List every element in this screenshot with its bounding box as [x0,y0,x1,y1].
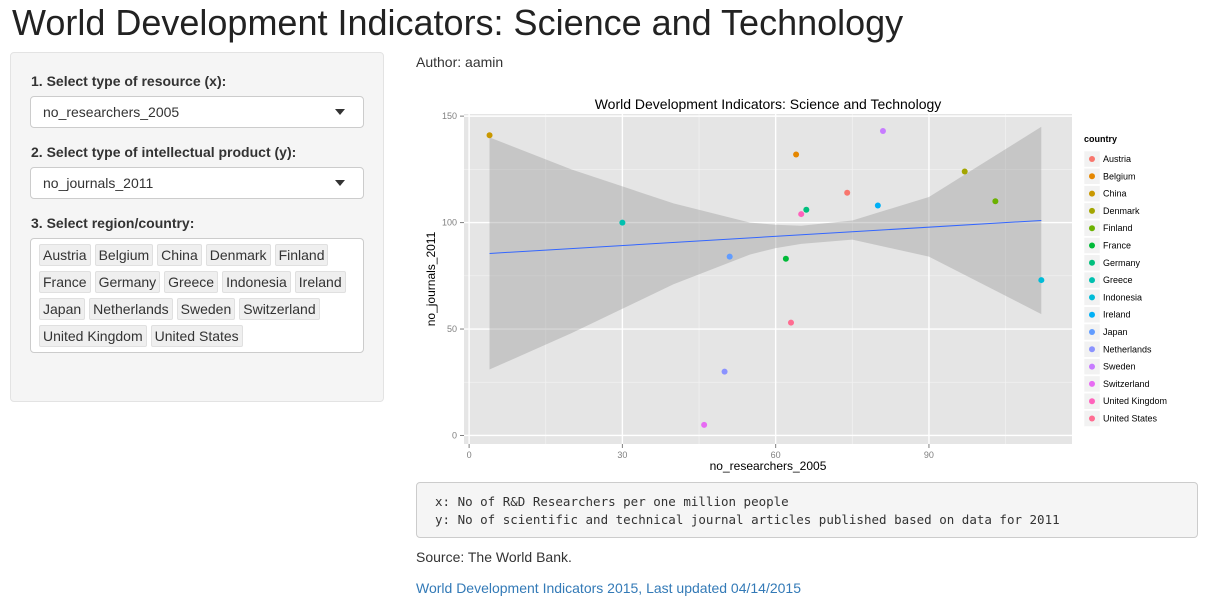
legend-marker [1089,363,1095,370]
region-select-label: 3. Select region/country: [31,215,195,231]
legend-label: Japan [1103,327,1128,337]
region-tag[interactable]: France [39,271,91,293]
legend-marker [1089,173,1095,180]
region-tag[interactable]: United Kingdom [39,325,147,347]
x-tick-label: 90 [924,450,934,460]
legend-label: France [1103,241,1131,251]
x-select[interactable]: no_researchers_2005 [30,96,364,128]
region-tag[interactable]: Netherlands [89,298,173,320]
legend-marker [1089,190,1095,197]
legend-marker [1089,346,1095,353]
legend-marker [1089,207,1095,214]
y-select-value: no_journals_2011 [43,175,154,191]
legend-marker [1089,259,1095,266]
x-tick-label: 60 [771,450,781,460]
description-box: x: No of R&D Researchers per one million… [416,482,1198,538]
data-point [1038,277,1045,284]
legend-label: Germany [1103,258,1141,268]
data-point [879,128,886,135]
x-select-value: no_researchers_2005 [43,104,180,120]
legend-label: Denmark [1103,206,1140,216]
region-tag[interactable]: China [157,244,202,266]
y-tick-label: 150 [442,111,457,121]
legend-marker [1089,156,1095,162]
legend-label: Belgium [1103,171,1136,181]
description-x: x: No of R&D Researchers per one million… [435,494,789,509]
region-tag[interactable]: United States [150,325,243,347]
legend-label: United States [1103,414,1158,424]
chart-title: World Development Indicators: Science an… [595,96,942,112]
legend-marker [1089,311,1095,318]
legend-label: Austria [1103,154,1131,164]
plot-background [464,114,1072,444]
region-tag[interactable]: Indonesia [222,271,291,293]
legend-label: United Kingdom [1103,396,1167,406]
region-tag[interactable]: Greece [164,271,219,293]
y-select-label: 2. Select type of intellectual product (… [31,144,297,160]
wdi-link[interactable]: World Development Indicators 2015, Last … [416,580,801,596]
y-tick-label: 0 [452,430,457,440]
region-tag[interactable]: Belgium [94,244,154,266]
y-axis-label: no_journals_2011 [424,231,438,326]
x-tick-label: 30 [617,450,627,460]
y-tick-label: 50 [447,324,457,334]
data-point [874,202,881,209]
legend-marker [1089,242,1095,249]
legend-label: Finland [1103,223,1133,233]
region-tag[interactable]: Japan [39,298,86,320]
data-point [721,368,728,375]
legend-label: Ireland [1103,310,1131,320]
legend-title: country [1084,134,1117,144]
legend-marker [1089,329,1095,335]
legend-marker [1089,415,1095,422]
data-point [803,206,810,213]
legend-label: Netherlands [1103,344,1152,354]
description-y: y: No of scientific and technical journa… [435,512,1060,527]
legend-label: Indonesia [1103,292,1142,302]
page-title: World Development Indicators: Science an… [12,2,904,43]
region-tag[interactable]: Sweden [176,298,236,320]
data-point [787,319,794,326]
legend-marker [1089,380,1095,387]
region-tag[interactable]: Denmark [205,244,271,266]
fit-line [489,219,1042,254]
data-point [619,219,626,226]
data-point [782,255,789,262]
legend-marker [1089,225,1095,232]
legend-marker [1089,277,1095,284]
region-tag[interactable]: Ireland [294,271,346,293]
legend-label: Greece [1103,275,1133,285]
data-point [486,132,493,139]
y-tick-label: 100 [442,218,457,228]
legend-label: China [1103,189,1127,199]
confidence-band [489,126,1042,370]
data-point [793,151,800,158]
scatter-chart: 0 30 60 90 0 50 100 150 World Development Indica… [424,96,1167,473]
x-axis-label: no_researchers_2005 [710,459,827,473]
legend-label: Sweden [1103,362,1136,372]
chevron-down-icon[interactable] [335,109,345,115]
data-point [701,421,708,428]
legend-label: Switzerland [1103,379,1150,389]
legend-marker [1089,294,1095,301]
region-tag[interactable]: Germany [94,271,161,293]
legend-marker [1089,398,1095,405]
source-text: Source: The World Bank. [416,549,572,565]
chevron-down-icon[interactable] [335,180,345,186]
sidebar-panel: 1. Select type of resource (x): no_resea… [10,52,384,402]
region-tag[interactable]: Austria [39,244,91,266]
data-point [798,211,805,218]
region-tag[interactable]: Switzerland [239,298,320,320]
data-point [992,198,999,205]
x-select-label: 1. Select type of resource (x): [31,73,227,89]
data-point [844,189,851,196]
region-tag[interactable]: Finland [274,244,329,266]
data-point [726,253,733,260]
y-select[interactable]: no_journals_2011 [30,167,364,199]
author-text: Author: aamin [416,54,504,70]
region-multiselect[interactable]: Austria Belgium China Denmark Finland France G… [30,238,364,353]
x-tick-label: 0 [467,450,472,460]
data-point [961,168,968,175]
